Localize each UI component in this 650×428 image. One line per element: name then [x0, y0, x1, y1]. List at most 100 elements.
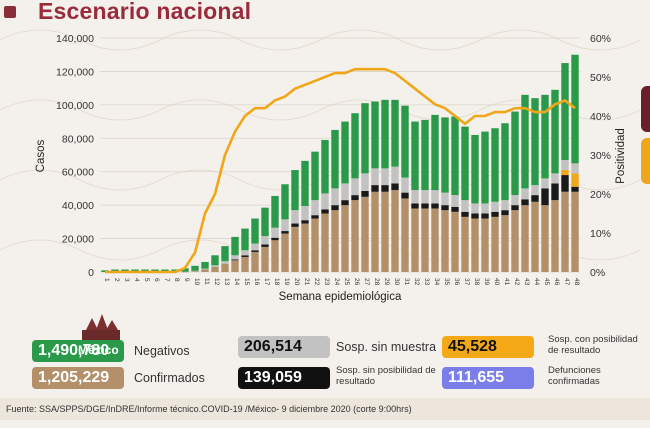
- bar-segment-4: [491, 201, 499, 212]
- bar-segment-2: [321, 209, 329, 214]
- bar-segment-4: [311, 200, 319, 216]
- bar-segment-4: [541, 178, 549, 189]
- x-tick-label: 1: [103, 278, 110, 282]
- x-tick-label: 40: [493, 278, 500, 286]
- bar-segment-2: [351, 195, 359, 201]
- bar-segment-3: [571, 173, 579, 187]
- bar-segment-4: [481, 203, 489, 214]
- y2-axis-label: Positividad: [615, 128, 627, 184]
- x-tick-label: 2: [113, 278, 120, 282]
- x-tick-label: 31: [403, 278, 410, 286]
- bar-segment-5: [241, 228, 249, 251]
- bar-segment-5: [191, 265, 199, 271]
- bar-segment-2: [531, 195, 539, 202]
- x-tick-label: 17: [263, 278, 270, 286]
- bar-segment-4: [291, 210, 299, 224]
- bar-segment-5: [481, 131, 489, 204]
- x-tick-label: 41: [503, 278, 510, 286]
- bar-segment-4: [421, 190, 429, 204]
- x-tick-label: 8: [173, 278, 180, 282]
- bar-segment-5: [251, 218, 259, 244]
- x-tick-label: 23: [323, 278, 330, 286]
- bar-segment-5: [331, 129, 339, 189]
- y-tick-label: 100,000: [56, 100, 94, 112]
- bar-segment-2: [401, 192, 409, 199]
- bar-segment-1: [241, 256, 249, 272]
- bar-segment-2: [361, 190, 369, 197]
- x-tick-label: 11: [203, 278, 210, 285]
- x-tick-label: 21: [303, 278, 310, 286]
- bar-segment-4: [261, 236, 269, 245]
- stacked-bar-chart: 0 20,000 40,000 60,000 80,000 100,000 120,000 1…: [35, 33, 627, 303]
- defunciones-value: 111,655: [442, 367, 534, 389]
- x-tick-label: 10: [193, 278, 200, 286]
- bar-segment-2: [521, 199, 529, 206]
- x-tick-label: 16: [253, 278, 260, 286]
- bar-segment-5: [441, 117, 449, 193]
- con-posibilidad-value: 45,528: [442, 336, 534, 358]
- x-axis-label: Semana epidemiológica: [279, 291, 402, 303]
- bar-segment-1: [221, 263, 229, 272]
- y-axis-label: Casos: [35, 139, 47, 172]
- bar-segment-1: [261, 246, 269, 272]
- bar-segment-5: [401, 105, 409, 178]
- page-title: Escenario nacional: [38, 0, 252, 24]
- x-tick-label: 38: [473, 278, 480, 286]
- bar-segment-5: [181, 268, 189, 272]
- sin-muestra-value: 206,514: [238, 336, 330, 358]
- x-tick-label: 19: [283, 278, 290, 286]
- bar-segment-5: [421, 119, 429, 191]
- sin-muestra-label: Sosp. sin muestra: [336, 340, 437, 354]
- bar-segment-2: [241, 255, 249, 257]
- bar-segment-2: [571, 186, 579, 192]
- defunciones-label: Defunciones confirmadas: [548, 365, 601, 387]
- x-tick-label: 44: [533, 278, 540, 286]
- bar-segment-1: [321, 213, 329, 272]
- bar-segment-4: [371, 168, 379, 186]
- bar-segment-4: [231, 255, 239, 260]
- x-tick-label: 42: [513, 278, 520, 286]
- confirmados-label: Confirmados: [134, 371, 205, 385]
- bar-segment-5: [201, 261, 209, 269]
- bar-segment-5: [311, 151, 319, 201]
- bar-segment-1: [441, 210, 449, 272]
- x-tick-label: 43: [523, 278, 530, 286]
- bar-segment-1: [531, 201, 539, 272]
- legend-marker-orange: [641, 138, 650, 184]
- bar-segment-5: [521, 94, 529, 189]
- bar-segment-4: [281, 219, 289, 232]
- bar-segment-1: [341, 205, 349, 272]
- bar-segment-4: [351, 178, 359, 196]
- bar-segment-2: [331, 205, 339, 211]
- bar-segment-2: [481, 213, 489, 219]
- bar-segment-1: [451, 211, 459, 272]
- bar-segment-4: [521, 188, 529, 200]
- bar-segment-4: [361, 173, 369, 191]
- x-tick-label: 6: [153, 278, 160, 282]
- bar-segment-5: [501, 123, 509, 201]
- bar-segment-3: [561, 170, 569, 176]
- bar-segment-2: [251, 250, 259, 252]
- bar-segment-5: [471, 134, 479, 204]
- x-tick-label: 4: [133, 278, 140, 282]
- x-tick-label: 9: [183, 278, 190, 282]
- x-tick-label: 7: [163, 278, 170, 282]
- bar-segment-5: [461, 126, 469, 201]
- bar-segment-1: [481, 218, 489, 272]
- bar-segment-1: [541, 205, 549, 272]
- bar-segment-2: [451, 206, 459, 212]
- x-tick-label: 33: [423, 278, 430, 286]
- positividad-line: [105, 67, 576, 274]
- bar-segment-2: [491, 211, 499, 217]
- y2-tick-label: 50%: [590, 72, 611, 84]
- y-tick-label: 80,000: [62, 133, 94, 145]
- x-tick-label: 13: [223, 278, 230, 286]
- bar-segment-2: [381, 185, 389, 192]
- bar-segment-2: [501, 210, 509, 216]
- bar-segment-2: [271, 237, 279, 241]
- bar-segment-2: [291, 223, 299, 227]
- x-tick-label: 5: [143, 278, 150, 282]
- bar-segment-1: [401, 198, 409, 272]
- x-tick-label: 48: [573, 278, 580, 286]
- bar-segment-1: [301, 223, 309, 272]
